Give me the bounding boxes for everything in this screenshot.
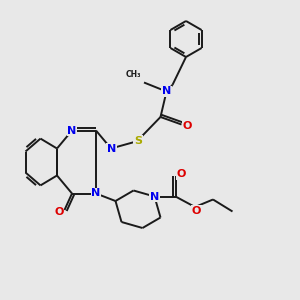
- Text: O: O: [192, 206, 201, 216]
- Text: N: N: [150, 191, 159, 202]
- Text: O: O: [54, 207, 64, 217]
- Text: O: O: [182, 121, 192, 131]
- Text: N: N: [92, 188, 100, 199]
- Text: N: N: [162, 86, 171, 97]
- Text: N: N: [107, 143, 116, 154]
- Text: S: S: [134, 136, 142, 146]
- Text: N: N: [68, 125, 76, 136]
- Text: O: O: [176, 169, 186, 179]
- Text: CH₃: CH₃: [126, 70, 142, 79]
